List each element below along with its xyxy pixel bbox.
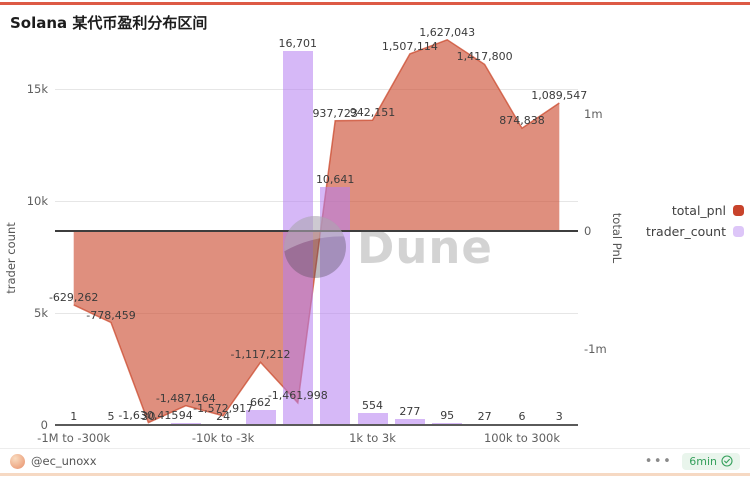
trader-count-bar[interactable]	[170, 422, 201, 425]
chart-title: Solana 某代币盈利分布区间	[10, 14, 208, 32]
legend-label: trader_count	[646, 224, 726, 239]
legend-marker-total-pnl-icon	[733, 205, 744, 216]
pnl-value-label: -629,262	[48, 290, 99, 304]
left-axis-title: trader count	[4, 222, 18, 294]
refresh-time: 6min	[689, 454, 717, 468]
refresh-check-icon	[721, 455, 733, 467]
pnl-value-label: 942,151	[349, 106, 396, 120]
legend-item-total-pnl[interactable]: total_pnl	[672, 203, 744, 218]
legend: total_pnl trader_count	[646, 203, 744, 239]
legend-marker-trader-count-icon	[733, 226, 744, 237]
bar-value-label: 95	[440, 408, 455, 422]
x-axis-tick-label: -1M to -300k	[37, 431, 111, 445]
trader-count-bar[interactable]	[357, 412, 388, 425]
right-axis-tick-label: 1m	[584, 106, 603, 121]
bar-value-label: 277	[399, 404, 421, 418]
bar-value-label: 27	[477, 410, 492, 423]
right-axis-tick-label: 0	[584, 224, 592, 238]
pnl-value-label: -1,461,998	[267, 388, 328, 402]
right-axis-tick-label: -1m	[584, 341, 607, 356]
bar-value-label: 30	[141, 410, 156, 423]
bar-value-label: 3	[555, 410, 563, 423]
pnl-value-label: 874,838	[499, 114, 545, 128]
x-axis-tick-label: -10k to -3k	[191, 431, 255, 445]
pnl-value-label: 937,723	[312, 106, 358, 120]
author-handle[interactable]: @ec_unoxx	[31, 454, 97, 468]
bar-value-label: 5	[107, 410, 115, 423]
total-pnl-area-series[interactable]	[0, 0, 750, 448]
pnl-value-label: -1,630,415	[118, 408, 179, 422]
trader-count-bar[interactable]	[282, 50, 313, 425]
pnl-zero-line	[55, 230, 578, 232]
bar-value-label: 662	[250, 396, 271, 410]
trader-count-bar[interactable]	[394, 418, 425, 425]
trader-count-bar[interactable]	[432, 422, 463, 425]
left-axis-tick-label: 0	[40, 418, 48, 432]
footer: @ec_unoxx ••• 6min	[0, 448, 750, 473]
more-menu-icon[interactable]: •••	[644, 453, 673, 469]
top-accent-line	[0, 2, 750, 5]
bar-value-label: 10,641	[315, 172, 355, 186]
pnl-value-label: -1,487,164	[155, 391, 216, 405]
pnl-value-label: 1,089,547	[531, 89, 588, 102]
left-axis-tick-label: 10k	[26, 194, 48, 208]
right-axis-title: total PnL	[610, 212, 624, 264]
pnl-value-label: 1,417,800	[456, 50, 513, 64]
gridline	[55, 89, 578, 90]
pnl-value-label: -1,117,212	[230, 348, 291, 362]
trader-count-bar[interactable]	[320, 186, 351, 425]
left-axis-tick-label: 5k	[34, 306, 48, 320]
left-axis-tick-label: 15k	[26, 82, 48, 96]
gridline	[55, 201, 578, 202]
pnl-value-label: -1,572,917	[193, 401, 254, 415]
bar-value-label: 94	[178, 408, 193, 422]
x-axis-tick-label: 1k to 3k	[349, 431, 396, 445]
pnl-value-label: -778,459	[86, 308, 136, 322]
bar-value-label: 24	[216, 410, 231, 423]
refresh-badge[interactable]: 6min	[682, 452, 740, 470]
bar-value-label: 554	[362, 398, 383, 412]
legend-label: total_pnl	[671, 203, 726, 218]
author-avatar[interactable]	[10, 453, 25, 469]
pnl-value-label: 1,627,043	[419, 25, 476, 39]
gridline	[55, 313, 578, 314]
pnl-value-label: 1,507,114	[381, 39, 438, 53]
bar-value-label: 6	[518, 410, 526, 423]
trader-count-bar[interactable]	[245, 410, 276, 425]
x-axis-line	[55, 424, 578, 426]
chart-plot-area: 1 5 30 94 24 662 16,701 10,641 554 277 95 27 6 3 -629,…	[0, 0, 750, 448]
legend-item-trader-count[interactable]: trader_count	[646, 224, 744, 239]
x-axis-tick-label: 100k to 300k	[483, 431, 561, 445]
bar-value-label: 16,701	[278, 36, 318, 50]
bar-value-label: 1	[70, 410, 78, 423]
bottom-accent-line	[0, 473, 750, 476]
